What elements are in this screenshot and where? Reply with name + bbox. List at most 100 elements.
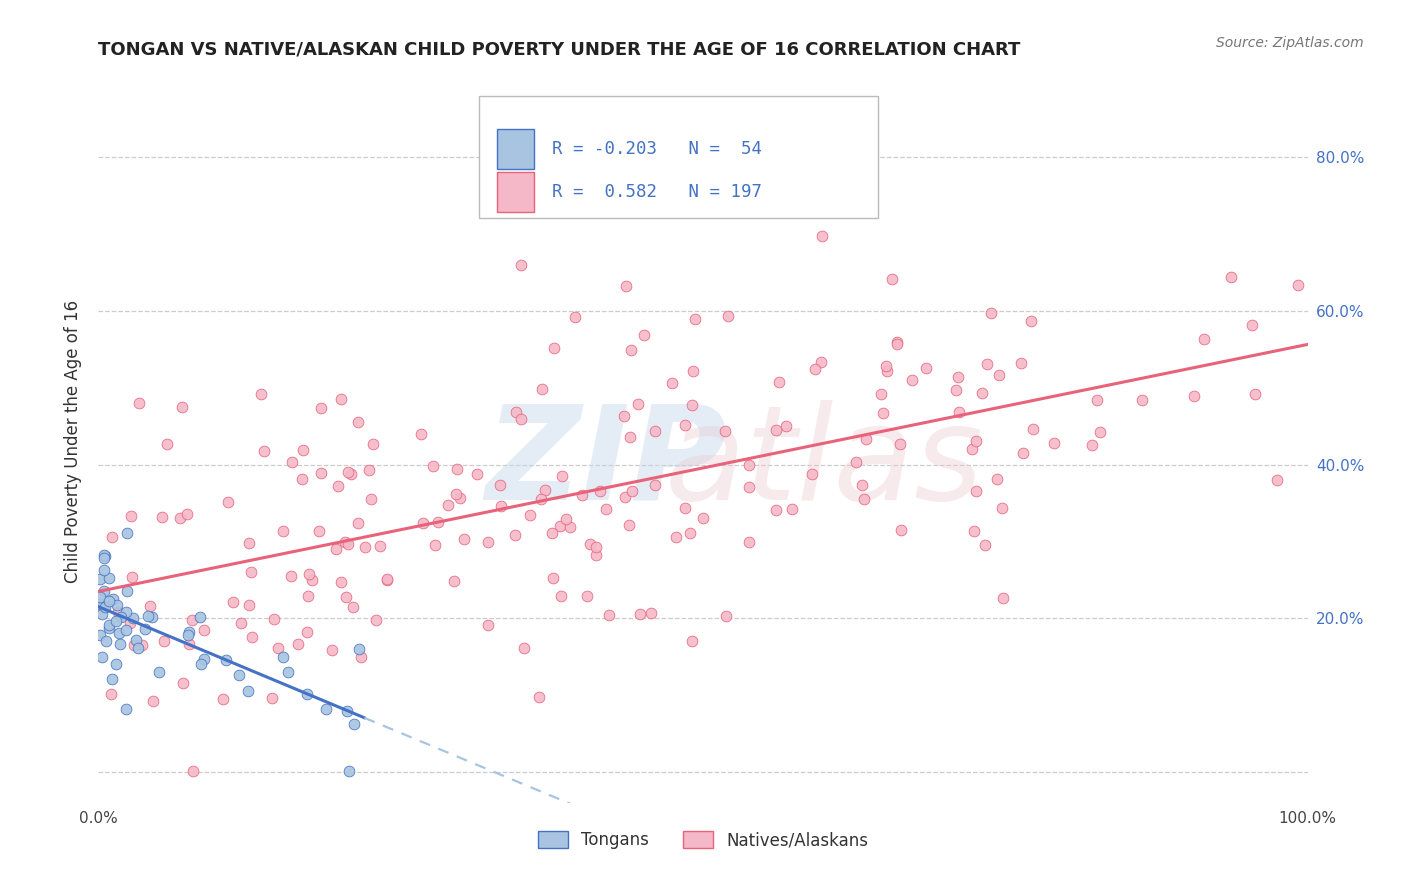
Point	[97, 593, 120, 607]
Point	[212, 692, 235, 706]
Point	[679, 525, 702, 540]
Point	[273, 524, 295, 538]
Point	[141, 609, 163, 624]
Point	[120, 509, 142, 524]
Point	[172, 676, 194, 690]
Point	[176, 508, 198, 522]
Point	[661, 376, 683, 390]
Point	[229, 615, 252, 630]
Point	[321, 642, 343, 657]
Point	[104, 657, 127, 672]
Point	[181, 613, 204, 627]
Point	[94, 549, 117, 564]
Point	[541, 525, 564, 540]
Point	[714, 424, 737, 438]
Point	[250, 386, 273, 401]
Point	[121, 570, 143, 584]
Point	[738, 458, 761, 473]
Point	[870, 387, 893, 401]
Point	[531, 382, 554, 396]
Point	[1240, 318, 1263, 332]
Point	[368, 539, 391, 553]
Point	[845, 455, 868, 469]
FancyBboxPatch shape	[498, 129, 534, 169]
Point	[548, 518, 571, 533]
Point	[377, 573, 399, 587]
Text: ZIP: ZIP	[485, 400, 727, 526]
Point	[347, 415, 370, 429]
Point	[354, 541, 377, 555]
Point	[533, 483, 555, 497]
Point	[948, 370, 970, 384]
Point	[93, 551, 115, 566]
Point	[90, 650, 112, 665]
Point	[340, 467, 363, 481]
Legend: Tongans, Natives/Alaskans: Tongans, Natives/Alaskans	[531, 824, 875, 856]
Point	[115, 584, 138, 599]
Point	[489, 478, 512, 492]
Point	[585, 549, 607, 563]
Point	[1080, 438, 1102, 452]
Point	[675, 501, 697, 516]
Point	[550, 590, 572, 604]
Point	[329, 392, 352, 406]
Point	[375, 572, 398, 586]
Point	[260, 690, 283, 705]
Point	[253, 444, 276, 458]
Point	[619, 518, 641, 533]
Point	[541, 571, 564, 585]
Point	[915, 360, 938, 375]
Point	[110, 637, 132, 651]
Point	[89, 590, 111, 604]
Point	[131, 638, 153, 652]
Point	[148, 665, 170, 680]
Point	[714, 608, 737, 623]
Point	[683, 312, 706, 326]
Point	[89, 572, 111, 586]
Point	[543, 342, 565, 356]
Point	[100, 530, 122, 544]
Point	[238, 536, 260, 550]
Point	[291, 472, 314, 486]
Point	[717, 309, 740, 323]
Point	[644, 424, 666, 438]
Point	[976, 357, 998, 371]
Point	[1243, 387, 1265, 401]
Point	[181, 764, 204, 779]
Point	[311, 466, 333, 480]
Point	[107, 605, 129, 619]
Point	[190, 657, 212, 671]
Point	[505, 405, 527, 419]
FancyBboxPatch shape	[498, 172, 534, 212]
Point	[901, 373, 924, 387]
Point	[297, 687, 319, 701]
Point	[291, 442, 314, 457]
Point	[91, 599, 114, 613]
Point	[673, 417, 696, 432]
Point	[101, 591, 124, 606]
Point	[215, 652, 238, 666]
Point	[513, 640, 536, 655]
Point	[503, 528, 526, 542]
Point	[970, 385, 993, 400]
Point	[489, 500, 512, 514]
Point	[449, 491, 471, 505]
Point	[963, 524, 986, 539]
Point	[360, 492, 382, 507]
Point	[1219, 270, 1241, 285]
Point	[325, 542, 347, 557]
Point	[346, 516, 368, 530]
Point	[236, 684, 259, 698]
Point	[100, 687, 122, 701]
Point	[810, 355, 832, 369]
Point	[738, 480, 761, 494]
Point	[89, 597, 111, 611]
Point	[1265, 473, 1288, 487]
Point	[613, 409, 636, 423]
Point	[965, 434, 987, 448]
FancyBboxPatch shape	[479, 96, 879, 218]
Point	[89, 628, 111, 642]
Point	[150, 510, 173, 524]
Point	[422, 459, 444, 474]
Point	[446, 462, 468, 476]
